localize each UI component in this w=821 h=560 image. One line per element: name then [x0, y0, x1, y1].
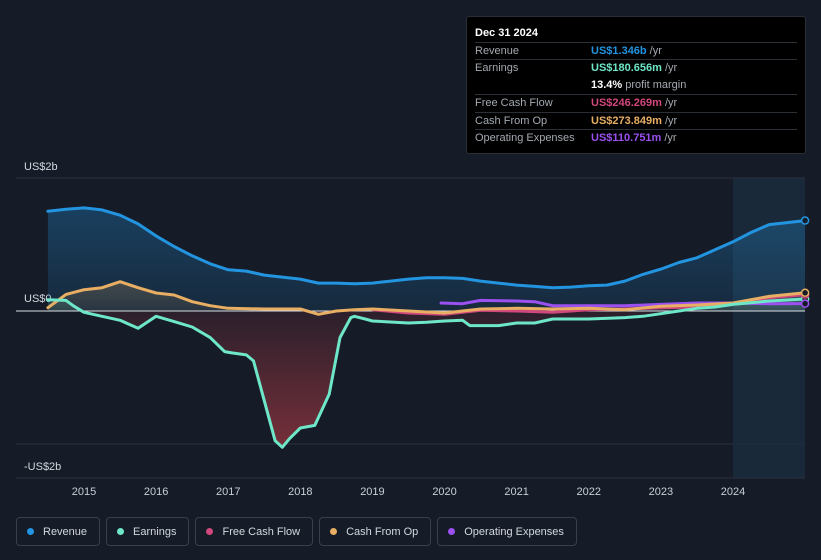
x-tick-label: 2020	[432, 486, 456, 498]
tooltip-row: Cash From Op US$273.849m/yr	[475, 111, 797, 129]
revenue-line	[46, 206, 807, 290]
tooltip-row: Operating Expenses US$110.751m/yr	[475, 128, 797, 146]
legend-label: Earnings	[133, 525, 177, 538]
tooltip-row-label: Earnings	[475, 62, 519, 75]
legend-dot-icon	[206, 528, 214, 535]
tooltip-row-label: Free Cash Flow	[475, 97, 553, 110]
tooltip-row-value: 13.4%	[591, 78, 623, 91]
tooltip-row-unit: /yr	[664, 97, 678, 110]
tooltip-row-label: Operating Expenses	[475, 131, 575, 144]
x-tick-label: 2018	[288, 486, 312, 498]
tooltip-row-value: US$246.269m	[591, 97, 662, 110]
y-tick-label: US$2b	[24, 161, 58, 173]
legend-dot-icon	[330, 528, 338, 535]
tooltip-row-value: US$180.656m	[591, 62, 662, 75]
cash-from-op-line	[46, 280, 807, 316]
legend-item-free-cash-flow[interactable]: Free Cash Flow	[195, 517, 314, 546]
earnings-line	[46, 297, 807, 449]
x-tick-label: 2016	[144, 486, 168, 498]
tooltip-row-unit: /yr	[664, 62, 678, 75]
cash-from-op-end-marker	[800, 288, 810, 298]
x-tick-label: 2021	[504, 486, 528, 498]
x-tick-label: 2024	[721, 486, 745, 498]
tooltip-row-unit: /yr	[649, 45, 662, 57]
tooltip-row: 13.4% profit margin	[475, 77, 797, 94]
legend-dot-icon	[27, 528, 34, 535]
y-tick-label: US$0	[24, 293, 52, 305]
legend-label: Operating Expenses	[464, 525, 564, 538]
x-tick-label: 2022	[577, 486, 601, 498]
x-tick-label: 2019	[360, 486, 384, 498]
x-tick-label: 2015	[72, 486, 96, 498]
tooltip-row-label	[475, 77, 591, 94]
legend-label: Free Cash Flow	[222, 525, 301, 538]
legend-label: Revenue	[43, 525, 88, 538]
revenue-area	[47, 207, 806, 311]
legend-item-revenue[interactable]: Revenue	[16, 517, 101, 546]
earnings-area-negative	[47, 311, 806, 448]
tooltip-row: Free Cash Flow US$246.269m/yr	[475, 94, 797, 111]
legend-item-cash-from-op[interactable]: Cash From Op	[319, 517, 432, 546]
tooltip-row: Earnings US$180.656m/yr	[475, 59, 797, 76]
tooltip-row-unit: profit margin	[625, 78, 687, 91]
tooltip-row-value: US$110.751m	[591, 131, 662, 144]
tooltip-row-value: US$273.849m	[591, 114, 662, 127]
tooltip-row-value: US$1.346b	[591, 45, 647, 57]
x-tick-label: 2023	[649, 486, 673, 498]
tooltip-row-unit: /yr	[664, 114, 678, 127]
legend-label: Cash From Op	[346, 525, 419, 538]
tooltip-row-label: Cash From Op	[475, 114, 548, 127]
tooltip-row-label: Revenue	[475, 45, 520, 57]
legend-dot-icon	[117, 528, 125, 535]
tooltip-row-unit: /yr	[664, 131, 677, 144]
operating-expenses-end-marker	[800, 299, 810, 308]
revenue-end-marker	[800, 216, 810, 225]
x-tick-label: 2017	[216, 486, 240, 498]
legend-item-operating-expenses[interactable]: Operating Expenses	[437, 517, 577, 546]
tooltip-row: Revenue US$1.346b/yr	[475, 42, 797, 59]
legend-dot-icon	[448, 528, 456, 535]
chart-legend: Revenue Earnings Free Cash Flow Cash From O…	[16, 517, 577, 546]
tooltip-date: Dec 31 2024	[475, 27, 538, 39]
legend-item-earnings[interactable]: Earnings	[106, 517, 190, 546]
cash-from-op-area	[47, 281, 806, 311]
chart-tooltip: Dec 31 2024 Revenue US$1.346b/yr Earnings U…	[466, 16, 806, 154]
y-tick-label: -US$2b	[24, 461, 61, 473]
